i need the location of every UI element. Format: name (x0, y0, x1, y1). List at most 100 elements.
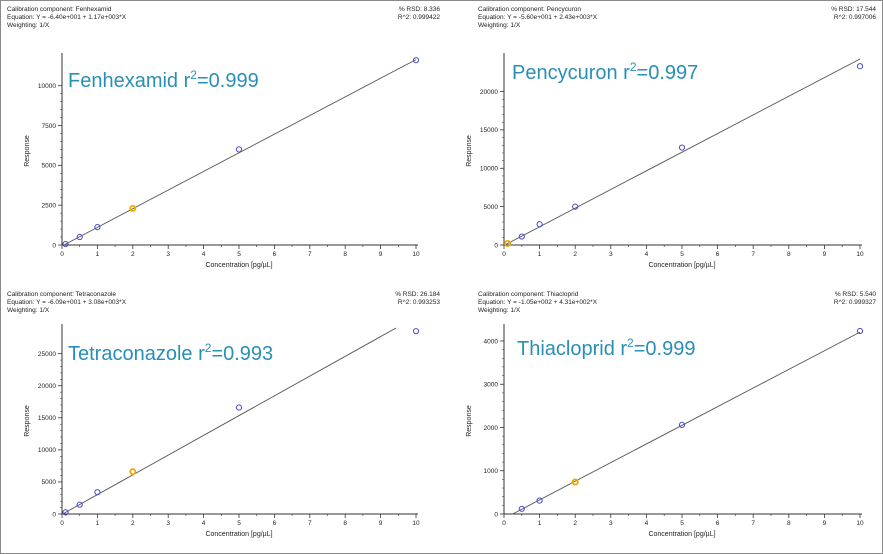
y-tick-label: 15000 (480, 127, 498, 134)
calibration-point (504, 239, 512, 247)
x-tick-label: 2 (131, 251, 135, 258)
x-tick-label: 8 (343, 251, 347, 258)
y-axis-label: Response (466, 405, 473, 437)
x-tick-label: 7 (751, 251, 755, 258)
x-tick-label: 8 (787, 520, 791, 527)
x-tick-label: 0 (60, 251, 64, 258)
x-tick-label: 3 (609, 251, 613, 258)
y-axis-label: Response (466, 135, 473, 167)
equation-label: Equation: Y = -1.05e+002 + 4.31e+002*X (478, 299, 598, 306)
x-tick-label: 1 (96, 520, 100, 527)
equation-label: Equation: Y = -6.09e+001 + 3.08e+003*X (7, 299, 127, 306)
x-tick-label: 2 (573, 520, 577, 527)
x-tick-label: 6 (716, 520, 720, 527)
compound-r2-title: Pencycuron r2=0.997 (512, 60, 698, 84)
r-squared-label: R^2: 0.993253 (398, 299, 440, 306)
y-tick-label: 0 (52, 242, 56, 249)
x-axis-label: Concentration [pg/µL] (205, 531, 272, 538)
calibration-point (76, 233, 83, 241)
regression-line (504, 58, 861, 246)
y-tick-label: 3000 (484, 382, 499, 389)
x-tick-label: 4 (645, 251, 649, 258)
x-tick-label: 10 (412, 251, 420, 258)
x-tick-label: 0 (502, 520, 506, 527)
x-tick-label: 10 (856, 520, 864, 527)
x-tick-label: 2 (573, 251, 577, 258)
y-axis-label: Response (24, 135, 31, 167)
r-squared-label: R^2: 0.997006 (834, 14, 876, 21)
y-tick-label: 20000 (38, 383, 56, 390)
calibration-point (572, 203, 579, 210)
rsd-label: % RSD: 8.336 (399, 6, 441, 13)
y-tick-label: 15000 (38, 415, 56, 422)
x-axis-label: Concentration [pg/µL] (648, 531, 715, 538)
calibration-point (518, 505, 525, 512)
y-tick-label: 2000 (484, 425, 499, 432)
calibration-point (412, 57, 420, 64)
x-tick-label: 3 (166, 251, 170, 258)
x-tick-label: 1 (538, 520, 542, 527)
y-tick-label: 25000 (38, 351, 56, 358)
x-tick-label: 3 (609, 520, 613, 527)
calibration-point (94, 224, 101, 231)
calibration-point (412, 328, 420, 335)
weighting-label: Weighting: 1/X (7, 22, 50, 29)
x-axis-label: Concentration [pg/µL] (648, 262, 715, 269)
x-tick-label: 9 (379, 251, 383, 258)
calibration-point (129, 204, 137, 212)
rsd-label: % RSD: 5.540 (835, 291, 877, 298)
compound-r2-title: Thiacloprid r2=0.999 (517, 336, 695, 360)
calibration-point (856, 327, 864, 335)
calibration-point (536, 497, 543, 504)
rsd-label: % RSD: 17.544 (831, 6, 876, 13)
y-tick-label: 5000 (484, 204, 499, 211)
calibration-point (856, 63, 864, 70)
calibration-point (518, 233, 525, 240)
x-tick-label: 1 (96, 251, 100, 258)
y-axis-label: Response (24, 405, 31, 437)
y-tick-label: 4000 (484, 338, 499, 345)
r-squared-label: R^2: 0.999327 (834, 299, 876, 306)
x-tick-label: 3 (166, 520, 170, 527)
calibration-point (571, 478, 579, 486)
x-tick-label: 8 (787, 251, 791, 258)
calibration-point (235, 404, 243, 411)
y-tick-label: 5000 (42, 163, 57, 170)
x-axis-label: Concentration [pg/µL] (205, 262, 272, 269)
y-tick-label: 10000 (480, 166, 498, 173)
x-tick-label: 0 (60, 520, 64, 527)
y-tick-label: 0 (494, 511, 498, 518)
calibration-point (678, 144, 686, 151)
regression-line (512, 331, 861, 515)
y-tick-label: 20000 (480, 89, 498, 96)
y-tick-label: 1000 (484, 468, 499, 475)
calibration-point (235, 146, 243, 153)
y-tick-label: 10000 (38, 447, 56, 454)
x-tick-label: 4 (202, 520, 206, 527)
y-tick-label: 7500 (42, 123, 57, 130)
x-tick-label: 6 (273, 251, 277, 258)
calibration-point (129, 468, 137, 476)
x-tick-label: 5 (680, 251, 684, 258)
x-tick-label: 5 (680, 520, 684, 527)
compound-r2-title: Fenhexamid r2=0.999 (68, 68, 259, 92)
calibration-component-label: Calibration component: Thiacloprid (478, 291, 579, 298)
calibration-point (62, 509, 69, 516)
x-tick-label: 9 (823, 520, 827, 527)
x-tick-label: 6 (716, 251, 720, 258)
x-tick-label: 9 (379, 520, 383, 527)
x-tick-label: 10 (412, 520, 420, 527)
weighting-label: Weighting: 1/X (478, 22, 521, 29)
calibration-point (76, 501, 83, 508)
calibration-point (678, 421, 686, 428)
y-tick-label: 5000 (42, 479, 57, 486)
x-tick-label: 7 (308, 251, 312, 258)
regression-line (62, 327, 397, 515)
x-tick-label: 10 (856, 251, 864, 258)
rsd-label: % RSD: 26.184 (395, 291, 440, 298)
calibration-component-label: Calibration component: Tetraconazole (7, 291, 116, 298)
y-tick-label: 2500 (42, 202, 57, 209)
x-tick-label: 9 (823, 251, 827, 258)
y-tick-label: 10000 (38, 83, 56, 90)
